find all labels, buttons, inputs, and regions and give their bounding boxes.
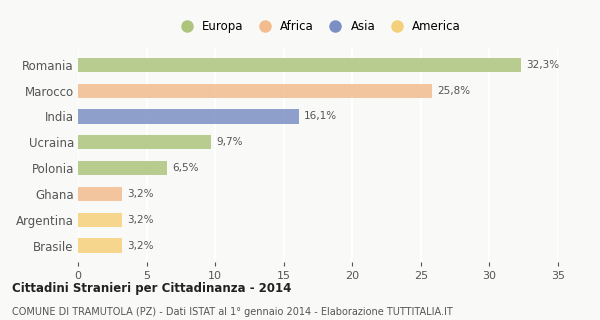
Bar <box>78 187 122 201</box>
Text: 25,8%: 25,8% <box>437 86 470 96</box>
Bar <box>78 58 521 72</box>
Text: 3,2%: 3,2% <box>127 241 154 251</box>
Text: 32,3%: 32,3% <box>526 60 560 70</box>
Bar <box>78 135 211 149</box>
Text: Cittadini Stranieri per Cittadinanza - 2014: Cittadini Stranieri per Cittadinanza - 2… <box>12 282 292 295</box>
Bar <box>78 84 432 98</box>
Text: 3,2%: 3,2% <box>127 189 154 199</box>
Text: COMUNE DI TRAMUTOLA (PZ) - Dati ISTAT al 1° gennaio 2014 - Elaborazione TUTTITAL: COMUNE DI TRAMUTOLA (PZ) - Dati ISTAT al… <box>12 307 453 317</box>
Legend: Europa, Africa, Asia, America: Europa, Africa, Asia, America <box>170 15 466 38</box>
Text: 9,7%: 9,7% <box>217 137 243 147</box>
Bar <box>78 109 299 124</box>
Bar <box>78 213 122 227</box>
Bar <box>78 238 122 253</box>
Text: 6,5%: 6,5% <box>173 163 199 173</box>
Bar <box>78 161 167 175</box>
Text: 16,1%: 16,1% <box>304 111 337 122</box>
Text: 3,2%: 3,2% <box>127 215 154 225</box>
